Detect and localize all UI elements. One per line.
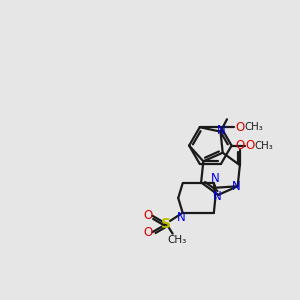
- Text: N: N: [211, 172, 220, 185]
- Text: O: O: [143, 226, 152, 239]
- Text: CH₃: CH₃: [167, 235, 186, 244]
- Text: S: S: [161, 217, 172, 231]
- Text: N: N: [177, 211, 185, 224]
- Text: O: O: [245, 139, 255, 152]
- Text: O: O: [235, 139, 244, 152]
- Text: CH₃: CH₃: [244, 122, 263, 132]
- Text: O: O: [143, 209, 152, 222]
- Text: N: N: [212, 190, 221, 203]
- Text: O: O: [235, 121, 244, 134]
- Text: N: N: [232, 180, 241, 193]
- Text: CH₃: CH₃: [255, 141, 273, 151]
- Text: N: N: [217, 124, 226, 137]
